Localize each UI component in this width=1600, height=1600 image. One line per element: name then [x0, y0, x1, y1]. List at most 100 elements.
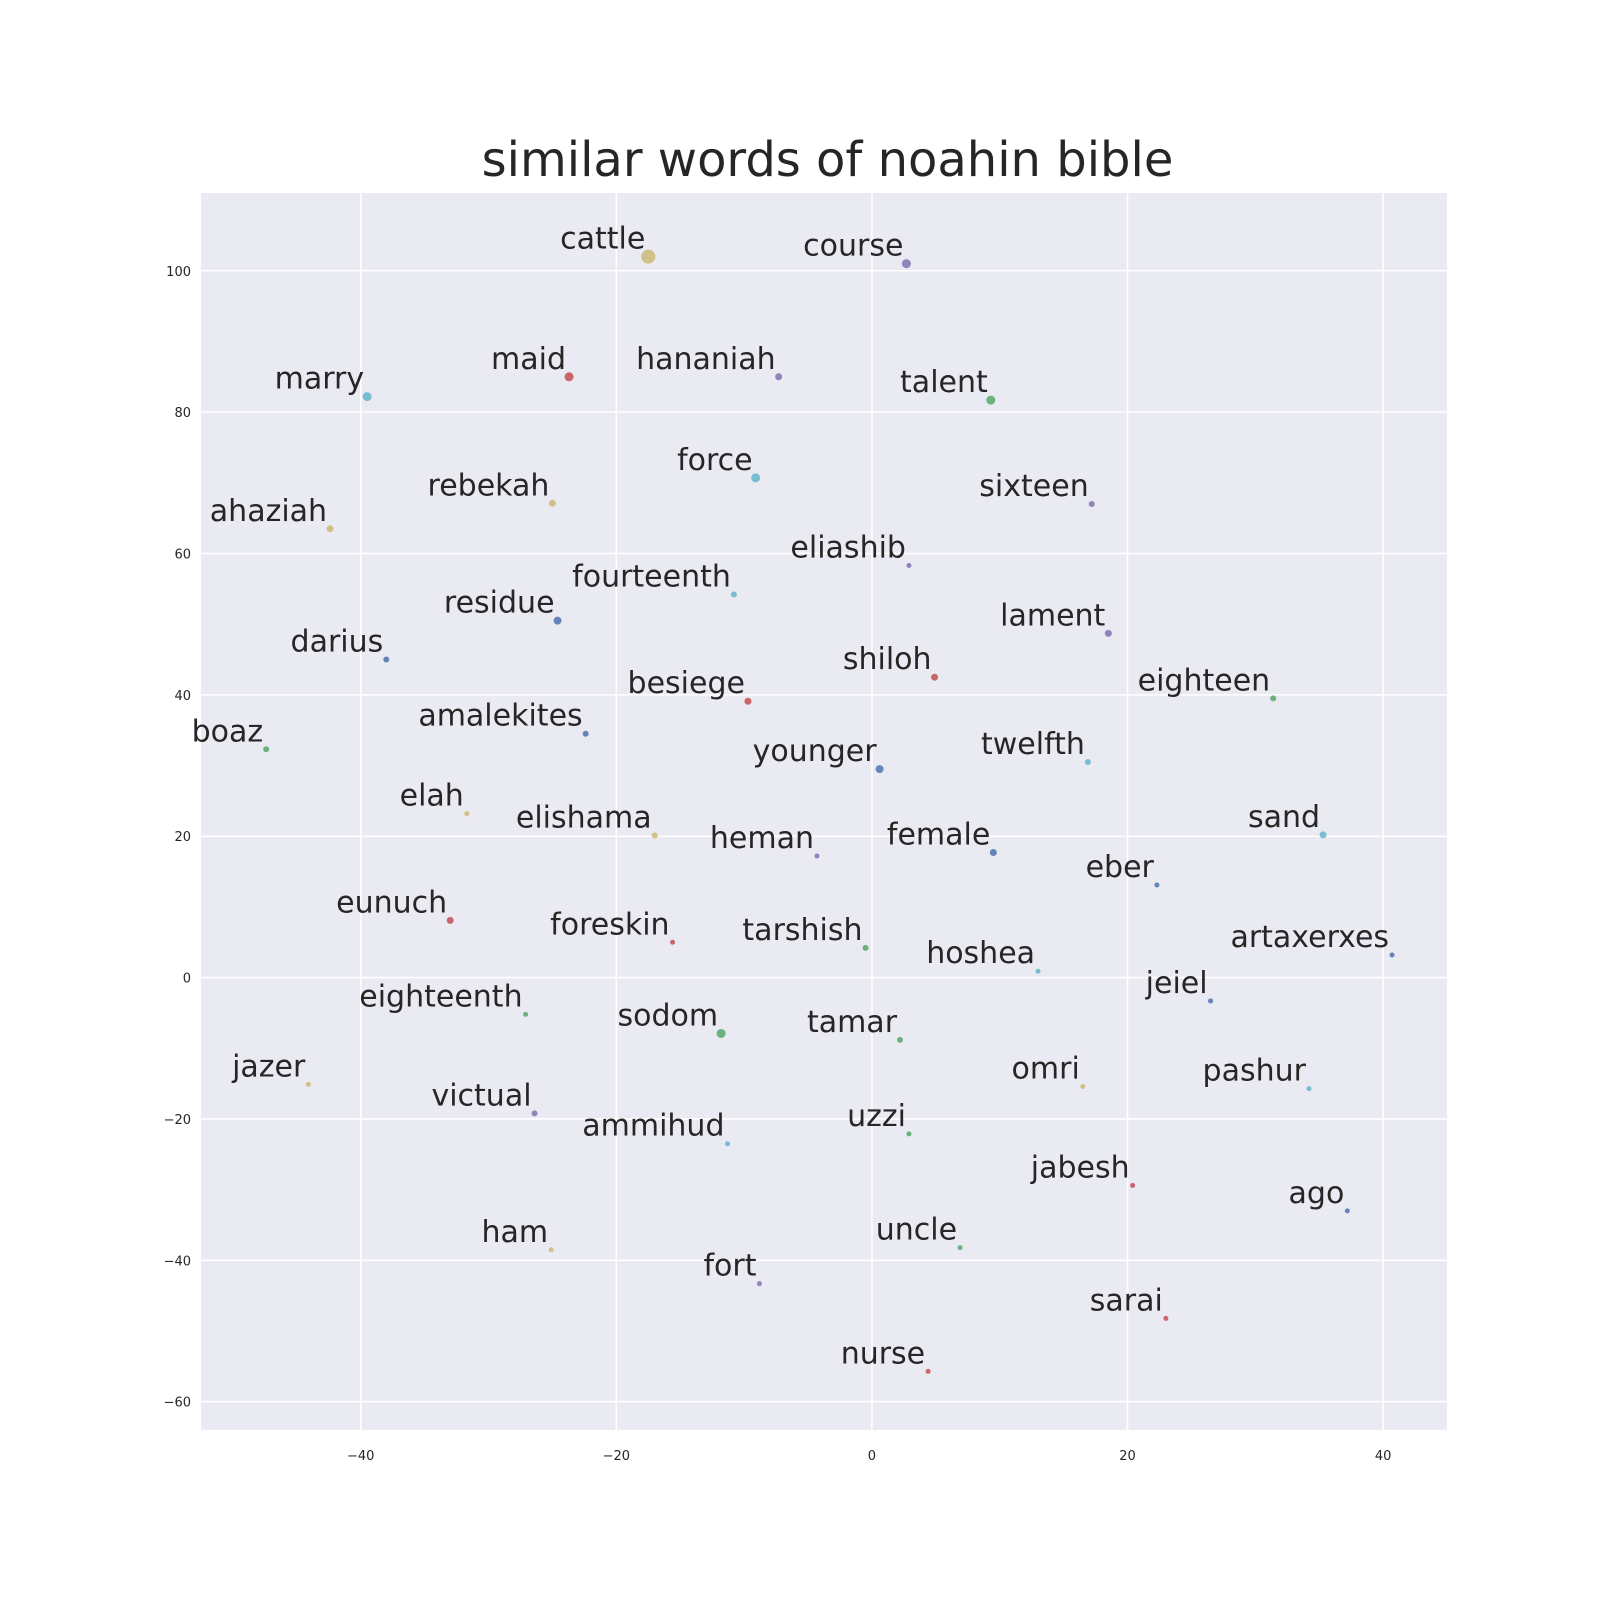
point-label-residue: residue: [444, 586, 555, 621]
point-label-lament: lament: [1000, 598, 1105, 633]
point-label-fourteenth: fourteenth: [572, 559, 731, 594]
point-elishama: [651, 832, 658, 839]
grid-lines: [201, 193, 1447, 1430]
point-talent: [986, 395, 996, 405]
point-label-shiloh: shiloh: [843, 642, 932, 677]
point-hoshea: [1035, 968, 1041, 974]
point-label-darius: darius: [291, 625, 384, 660]
point-label-eighteen: eighteen: [1138, 663, 1271, 698]
point-sodom: [716, 1028, 726, 1038]
point-label-nurse: nurse: [841, 1336, 925, 1371]
point-elah: [464, 811, 470, 817]
point-jazer: [305, 1081, 311, 1087]
y-tick-label: 100: [166, 265, 191, 280]
point-eliashib: [906, 563, 912, 569]
y-tick-label: 60: [174, 547, 191, 562]
point-twelfth: [1084, 759, 1091, 766]
point-label-jabesh: jabesh: [1030, 1150, 1130, 1185]
point-label-heman: heman: [710, 821, 814, 856]
y-tick-label: −20: [164, 1113, 191, 1128]
point-label-twelfth: twelfth: [981, 727, 1085, 762]
point-label-uncle: uncle: [876, 1213, 957, 1248]
point-label-besiege: besiege: [628, 666, 745, 701]
point-pashur: [1306, 1086, 1312, 1092]
point-heman: [814, 853, 820, 859]
point-amalekites: [582, 730, 589, 737]
data-labels: cattle course maid hananiah marry talent force…: [192, 222, 1389, 1372]
point-label-ammihud: ammihud: [582, 1109, 724, 1144]
point-label-sand: sand: [1248, 800, 1320, 835]
point-course: [901, 259, 911, 269]
point-sand: [1319, 831, 1327, 839]
point-uncle: [957, 1245, 963, 1251]
y-tick-label: 20: [174, 830, 191, 845]
point-boaz: [263, 746, 270, 753]
point-label-uzzi: uzzi: [847, 1099, 906, 1134]
point-female: [989, 848, 997, 856]
point-eighteenth: [523, 1011, 529, 1017]
point-hananiah: [775, 373, 783, 381]
point-eighteen: [1270, 695, 1277, 702]
point-jabesh: [1130, 1182, 1136, 1188]
point-label-ham: ham: [482, 1215, 549, 1250]
point-label-female: female: [887, 817, 990, 852]
point-artaxerxes: [1389, 952, 1395, 958]
point-label-tarshish: tarshish: [742, 913, 862, 948]
point-ammihud: [725, 1141, 731, 1147]
plot-area: [201, 193, 1447, 1430]
point-maid: [564, 372, 574, 382]
point-rebekah: [548, 499, 556, 507]
x-tick-label: −20: [603, 1449, 630, 1464]
point-label-rebekah: rebekah: [428, 468, 550, 503]
point-omri: [1080, 1083, 1086, 1089]
point-label-fort: fort: [703, 1249, 756, 1284]
chart-title: similar words of noahin bible: [481, 132, 1174, 188]
point-label-omri: omri: [1012, 1051, 1080, 1086]
data-points: [263, 249, 1395, 1374]
point-label-hoshea: hoshea: [926, 936, 1035, 971]
point-label-amalekites: amalekites: [418, 699, 582, 734]
point-darius: [383, 656, 390, 663]
y-tick-label: 0: [183, 972, 191, 987]
point-label-elah: elah: [400, 779, 464, 814]
point-shiloh: [931, 673, 939, 681]
point-ahaziah: [326, 525, 334, 533]
point-force: [751, 473, 761, 483]
x-tick-label: 20: [1119, 1449, 1136, 1464]
point-label-talent: talent: [900, 365, 988, 400]
point-label-jazer: jazer: [231, 1049, 306, 1084]
x-tick-label: −40: [347, 1449, 374, 1464]
point-fourteenth: [730, 591, 737, 598]
point-residue: [553, 616, 562, 625]
point-label-course: course: [803, 229, 903, 264]
point-label-pashur: pashur: [1203, 1054, 1307, 1089]
point-sarai: [1163, 1315, 1169, 1321]
point-label-ahaziah: ahaziah: [210, 494, 327, 529]
y-tick-label: −60: [164, 1396, 191, 1411]
y-axis-ticks: −60 −40 −20 0 20 40 60 80 100: [164, 265, 191, 1411]
point-label-sarai: sarai: [1090, 1283, 1163, 1318]
point-label-force: force: [677, 443, 753, 478]
point-label-victual: victual: [431, 1078, 531, 1113]
point-nurse: [925, 1368, 931, 1374]
point-sixteen: [1088, 501, 1095, 508]
y-tick-label: 40: [174, 689, 191, 704]
point-label-eighteenth: eighteenth: [359, 979, 522, 1014]
point-ago: [1344, 1208, 1350, 1214]
x-tick-label: 0: [868, 1449, 876, 1464]
point-besiege: [744, 697, 752, 705]
point-label-cattle: cattle: [560, 222, 645, 257]
point-victual: [531, 1110, 538, 1117]
point-label-maid: maid: [491, 342, 566, 377]
point-jeiel: [1208, 998, 1214, 1004]
point-label-elishama: elishama: [516, 801, 652, 836]
point-tarshish: [862, 944, 869, 951]
point-label-ago: ago: [1289, 1176, 1345, 1211]
point-label-sixteen: sixteen: [979, 469, 1088, 504]
point-fort: [756, 1281, 762, 1287]
point-label-hananiah: hananiah: [636, 342, 776, 377]
y-tick-label: 80: [174, 406, 191, 421]
point-label-eber: eber: [1086, 850, 1155, 885]
point-eunuch: [446, 916, 454, 924]
